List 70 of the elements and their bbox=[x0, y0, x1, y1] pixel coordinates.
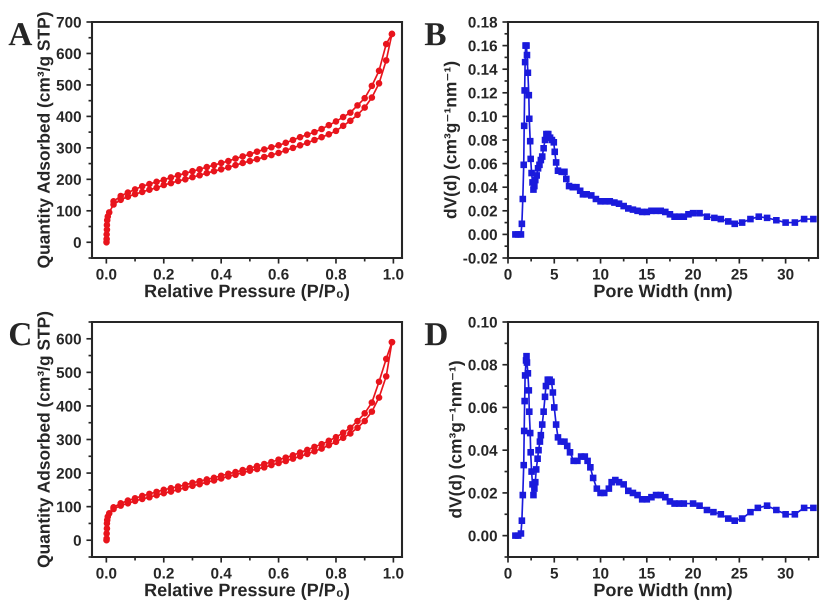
y-tick-label: 0.18 bbox=[468, 16, 498, 28]
y-axis-title: Quantity Adsorbed (cm³/g STP) bbox=[37, 312, 54, 568]
x-tick-label: 10 bbox=[593, 268, 608, 280]
x-tick-label: 15 bbox=[639, 268, 655, 280]
y-tick-label: 500 bbox=[56, 367, 81, 378]
y-tick-label: 0 bbox=[74, 237, 81, 248]
y-tick-label: 600 bbox=[56, 48, 81, 60]
chart-title: B bbox=[424, 23, 446, 46]
y-tick-label: 0.00 bbox=[468, 530, 497, 542]
y-tick-label: 0.06 bbox=[468, 402, 498, 414]
x-tick-label: 10 bbox=[593, 568, 608, 579]
y-axis-title: dV(d) (cm³g⁻¹nm⁻¹) bbox=[448, 361, 466, 518]
x-tick-label: 0 bbox=[504, 268, 512, 280]
y-tick-label: 0.04 bbox=[468, 182, 498, 193]
y-tick-label: 100 bbox=[57, 502, 81, 512]
y-tick-label: 0.16 bbox=[468, 40, 498, 52]
y-tick-label: 0.04 bbox=[468, 445, 498, 456]
x-tick-label: 15 bbox=[639, 568, 655, 579]
x-tick-label: 20 bbox=[685, 568, 701, 579]
y-tick-label: 300 bbox=[56, 142, 81, 154]
x-axis-title: Pore Width (nm) bbox=[594, 284, 732, 301]
x-tick-label: 0.4 bbox=[211, 568, 232, 579]
x-tick-label: 0.6 bbox=[268, 268, 289, 280]
x-tick-label: 0.8 bbox=[326, 568, 346, 579]
y-tick-label: 200 bbox=[56, 174, 81, 186]
x-tick-label: 1.0 bbox=[384, 568, 404, 579]
y-tick-label: 400 bbox=[56, 111, 81, 122]
x-tick-label: 0.4 bbox=[211, 268, 232, 280]
x-tick-label: 0.6 bbox=[268, 568, 289, 579]
y-tick-label: 400 bbox=[56, 400, 81, 412]
x-tick-label: 30 bbox=[777, 568, 794, 579]
x-axis-title: Relative Pressure (P/P₀) bbox=[145, 583, 350, 600]
y-tick-label: 0.06 bbox=[468, 158, 498, 170]
y-tick-label: 0 bbox=[74, 535, 81, 546]
y-tick-label: 600 bbox=[56, 334, 81, 344]
y-tick-label: 700 bbox=[56, 16, 81, 28]
chart-title: A bbox=[8, 23, 32, 46]
y-tick-label: 0.00 bbox=[468, 229, 497, 240]
y-axis-title: dV(d) (cm³g⁻¹nm⁻¹) bbox=[444, 62, 460, 218]
y-tick-label: 0.08 bbox=[468, 360, 498, 370]
chart-title: D bbox=[424, 323, 447, 346]
y-tick-label: 200 bbox=[56, 468, 81, 479]
x-tick-label: 0.2 bbox=[154, 268, 174, 280]
x-tick-label: 0.0 bbox=[96, 268, 116, 280]
x-tick-label: 0 bbox=[504, 568, 512, 579]
y-tick-label: 0.02 bbox=[468, 206, 497, 216]
x-axis-title: Relative Pressure (P/P₀) bbox=[145, 284, 350, 301]
x-tick-label: 5 bbox=[550, 568, 558, 579]
y-tick-label: 0.02 bbox=[468, 488, 497, 499]
y-tick-label: 0.12 bbox=[468, 88, 497, 98]
x-tick-label: 5 bbox=[550, 268, 558, 280]
x-tick-label: 25 bbox=[731, 268, 748, 280]
x-tick-label: 1.0 bbox=[384, 268, 404, 280]
x-axis-title: Pore Width (nm) bbox=[594, 583, 732, 600]
y-tick-label: 300 bbox=[56, 434, 81, 446]
y-tick-label: 100 bbox=[57, 206, 81, 216]
y-tick-label: 0.10 bbox=[468, 111, 497, 122]
chart-title: C bbox=[10, 323, 30, 346]
x-tick-label: 0.8 bbox=[326, 268, 346, 280]
y-tick-label: 0.10 bbox=[468, 316, 497, 328]
x-tick-label: 30 bbox=[777, 268, 794, 280]
y-axis-title: Quantity Adsorbed (cm³/g STP) bbox=[37, 12, 54, 268]
y-tick-label: 0.14 bbox=[468, 64, 498, 75]
y-tick-label: 500 bbox=[56, 80, 81, 91]
x-tick-label: 25 bbox=[731, 568, 748, 579]
x-tick-label: 0.0 bbox=[96, 568, 116, 579]
y-tick-label: -0.02 bbox=[463, 252, 497, 264]
x-tick-label: 0.2 bbox=[154, 568, 174, 579]
y-tick-label: 0.08 bbox=[468, 134, 498, 146]
x-tick-label: 20 bbox=[685, 268, 701, 280]
